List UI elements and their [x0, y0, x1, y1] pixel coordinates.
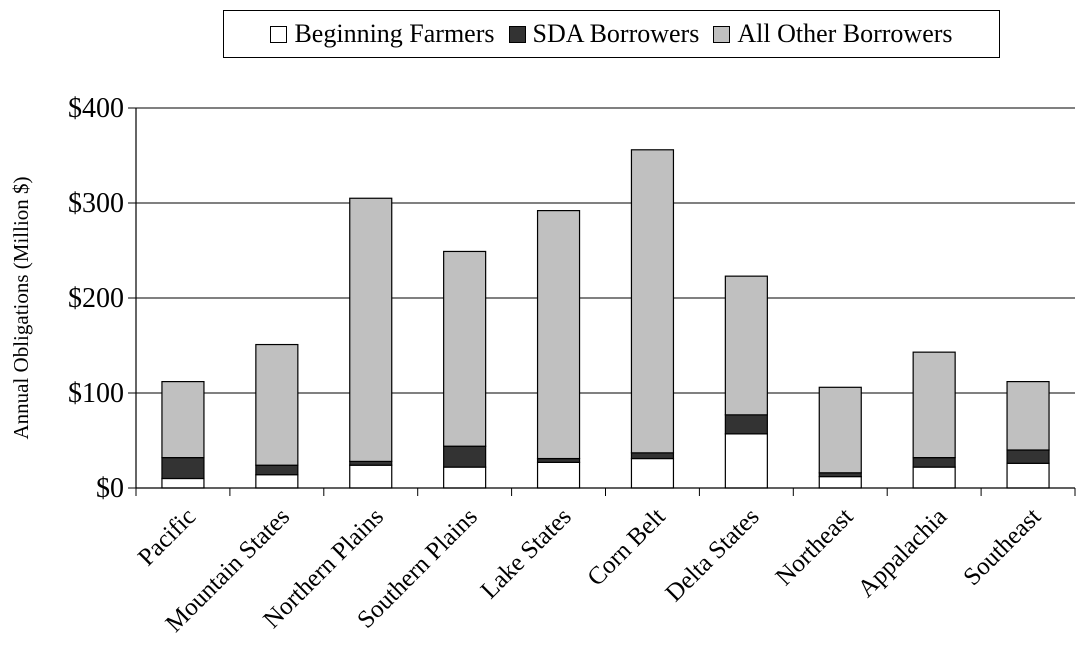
bar-segment-sda-borrowers: [912, 457, 956, 468]
bar-segment-sda-borrowers: [724, 414, 768, 435]
legend-swatch-all-other-borrowers: [713, 25, 731, 43]
bar-segment-sda-borrowers: [443, 445, 487, 468]
bar-segment-beginning-farmers: [349, 464, 393, 489]
bar-segment-beginning-farmers: [630, 457, 675, 489]
y-tick-label: $400: [68, 93, 124, 124]
legend-label-sda-borrowers: SDA Borrowers: [532, 19, 700, 48]
x-category-label: Northeast: [771, 503, 859, 591]
bar-segment-sda-borrowers: [1006, 449, 1050, 464]
bar-segment-all-other-borrowers: [724, 275, 768, 416]
bar-segment-sda-borrowers: [161, 457, 205, 480]
bar-segment-sda-borrowers: [630, 452, 675, 460]
legend-label-all-other-borrowers: All Other Borrowers: [737, 19, 953, 48]
x-category-label: Appalachia: [853, 503, 953, 603]
bar-segment-all-other-borrowers: [536, 210, 581, 460]
bar-segment-sda-borrowers: [255, 464, 299, 476]
y-tick-label: $200: [68, 283, 124, 314]
bar-segment-beginning-farmers: [724, 433, 768, 489]
bar-segment-beginning-farmers: [443, 466, 487, 489]
bar-segment-all-other-borrowers: [630, 149, 675, 454]
bars: [161, 149, 1050, 489]
y-tick-label: $300: [68, 188, 124, 219]
bar-segment-beginning-farmers: [161, 477, 205, 489]
bar-segment-beginning-farmers: [255, 474, 299, 489]
y-axis-title: Annual Obligations (Million $): [9, 176, 33, 439]
bar-segment-all-other-borrowers: [443, 250, 487, 447]
y-tick-label: $0: [96, 473, 124, 504]
bar-segment-all-other-borrowers: [349, 197, 393, 462]
legend-label-beginning-farmers: Beginning Farmers: [294, 19, 495, 48]
axes: [128, 107, 1076, 496]
bar-segment-beginning-farmers: [536, 461, 581, 489]
legend-swatch-beginning-farmers: [270, 25, 288, 43]
legend-item-all-other-borrowers: All Other Borrowers: [713, 19, 953, 49]
chart-legend: Beginning Farmers SDA Borrowers All Othe…: [223, 10, 1000, 58]
bar-segment-all-other-borrowers: [1006, 381, 1050, 451]
x-category-label: Southeast: [958, 503, 1046, 591]
x-category-label: Pacific: [133, 503, 201, 571]
x-category-label: Corn Belt: [582, 503, 670, 591]
bar-segment-beginning-farmers: [818, 476, 862, 489]
x-category-label: Delta States: [661, 503, 765, 607]
bar-segment-all-other-borrowers: [255, 343, 299, 466]
legend-swatch-sda-borrowers: [508, 25, 526, 43]
bar-segment-beginning-farmers: [1006, 462, 1050, 489]
bar-segment-all-other-borrowers: [161, 381, 205, 459]
bar-segment-beginning-farmers: [912, 466, 956, 489]
legend-item-sda-borrowers: SDA Borrowers: [508, 19, 700, 49]
x-category-label: Lake States: [476, 503, 577, 604]
y-tick-label: $100: [68, 378, 124, 409]
bar-segment-all-other-borrowers: [912, 351, 956, 459]
bar-segment-all-other-borrowers: [818, 386, 862, 474]
legend-item-beginning-farmers: Beginning Farmers: [270, 19, 495, 49]
